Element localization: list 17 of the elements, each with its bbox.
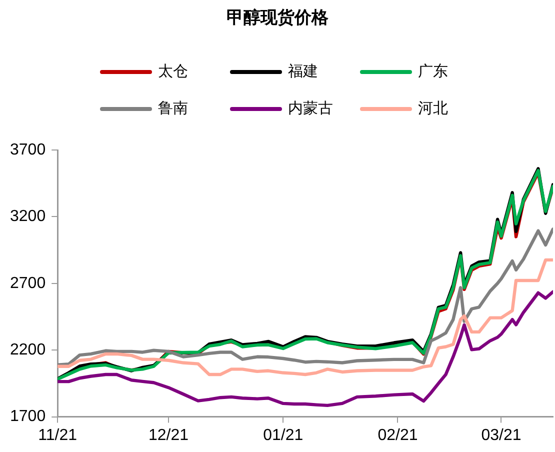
y-tick-label: 3700 [10,141,46,158]
legend-label: 广东 [418,62,448,81]
y-tick-label: 2700 [10,274,46,292]
legend-label: 鲁南 [158,99,188,118]
legend-label: 福建 [288,62,318,81]
x-tick-label: 03/21 [481,426,522,444]
y-tick-label: 1700 [10,408,46,426]
x-tick-label: 12/21 [148,426,189,444]
legend-label: 河北 [418,99,448,118]
y-tick-label: 3200 [10,208,46,226]
chart-title: 甲醇现货价格 [226,7,330,29]
y-tick-label: 2200 [10,342,46,359]
legend-label: 内蒙古 [288,99,333,118]
x-tick-label: 01/21 [263,426,304,444]
x-tick-label: 02/21 [378,426,418,444]
x-tick-label: 11/21 [38,426,78,444]
legend-label: 太仓 [158,62,188,81]
